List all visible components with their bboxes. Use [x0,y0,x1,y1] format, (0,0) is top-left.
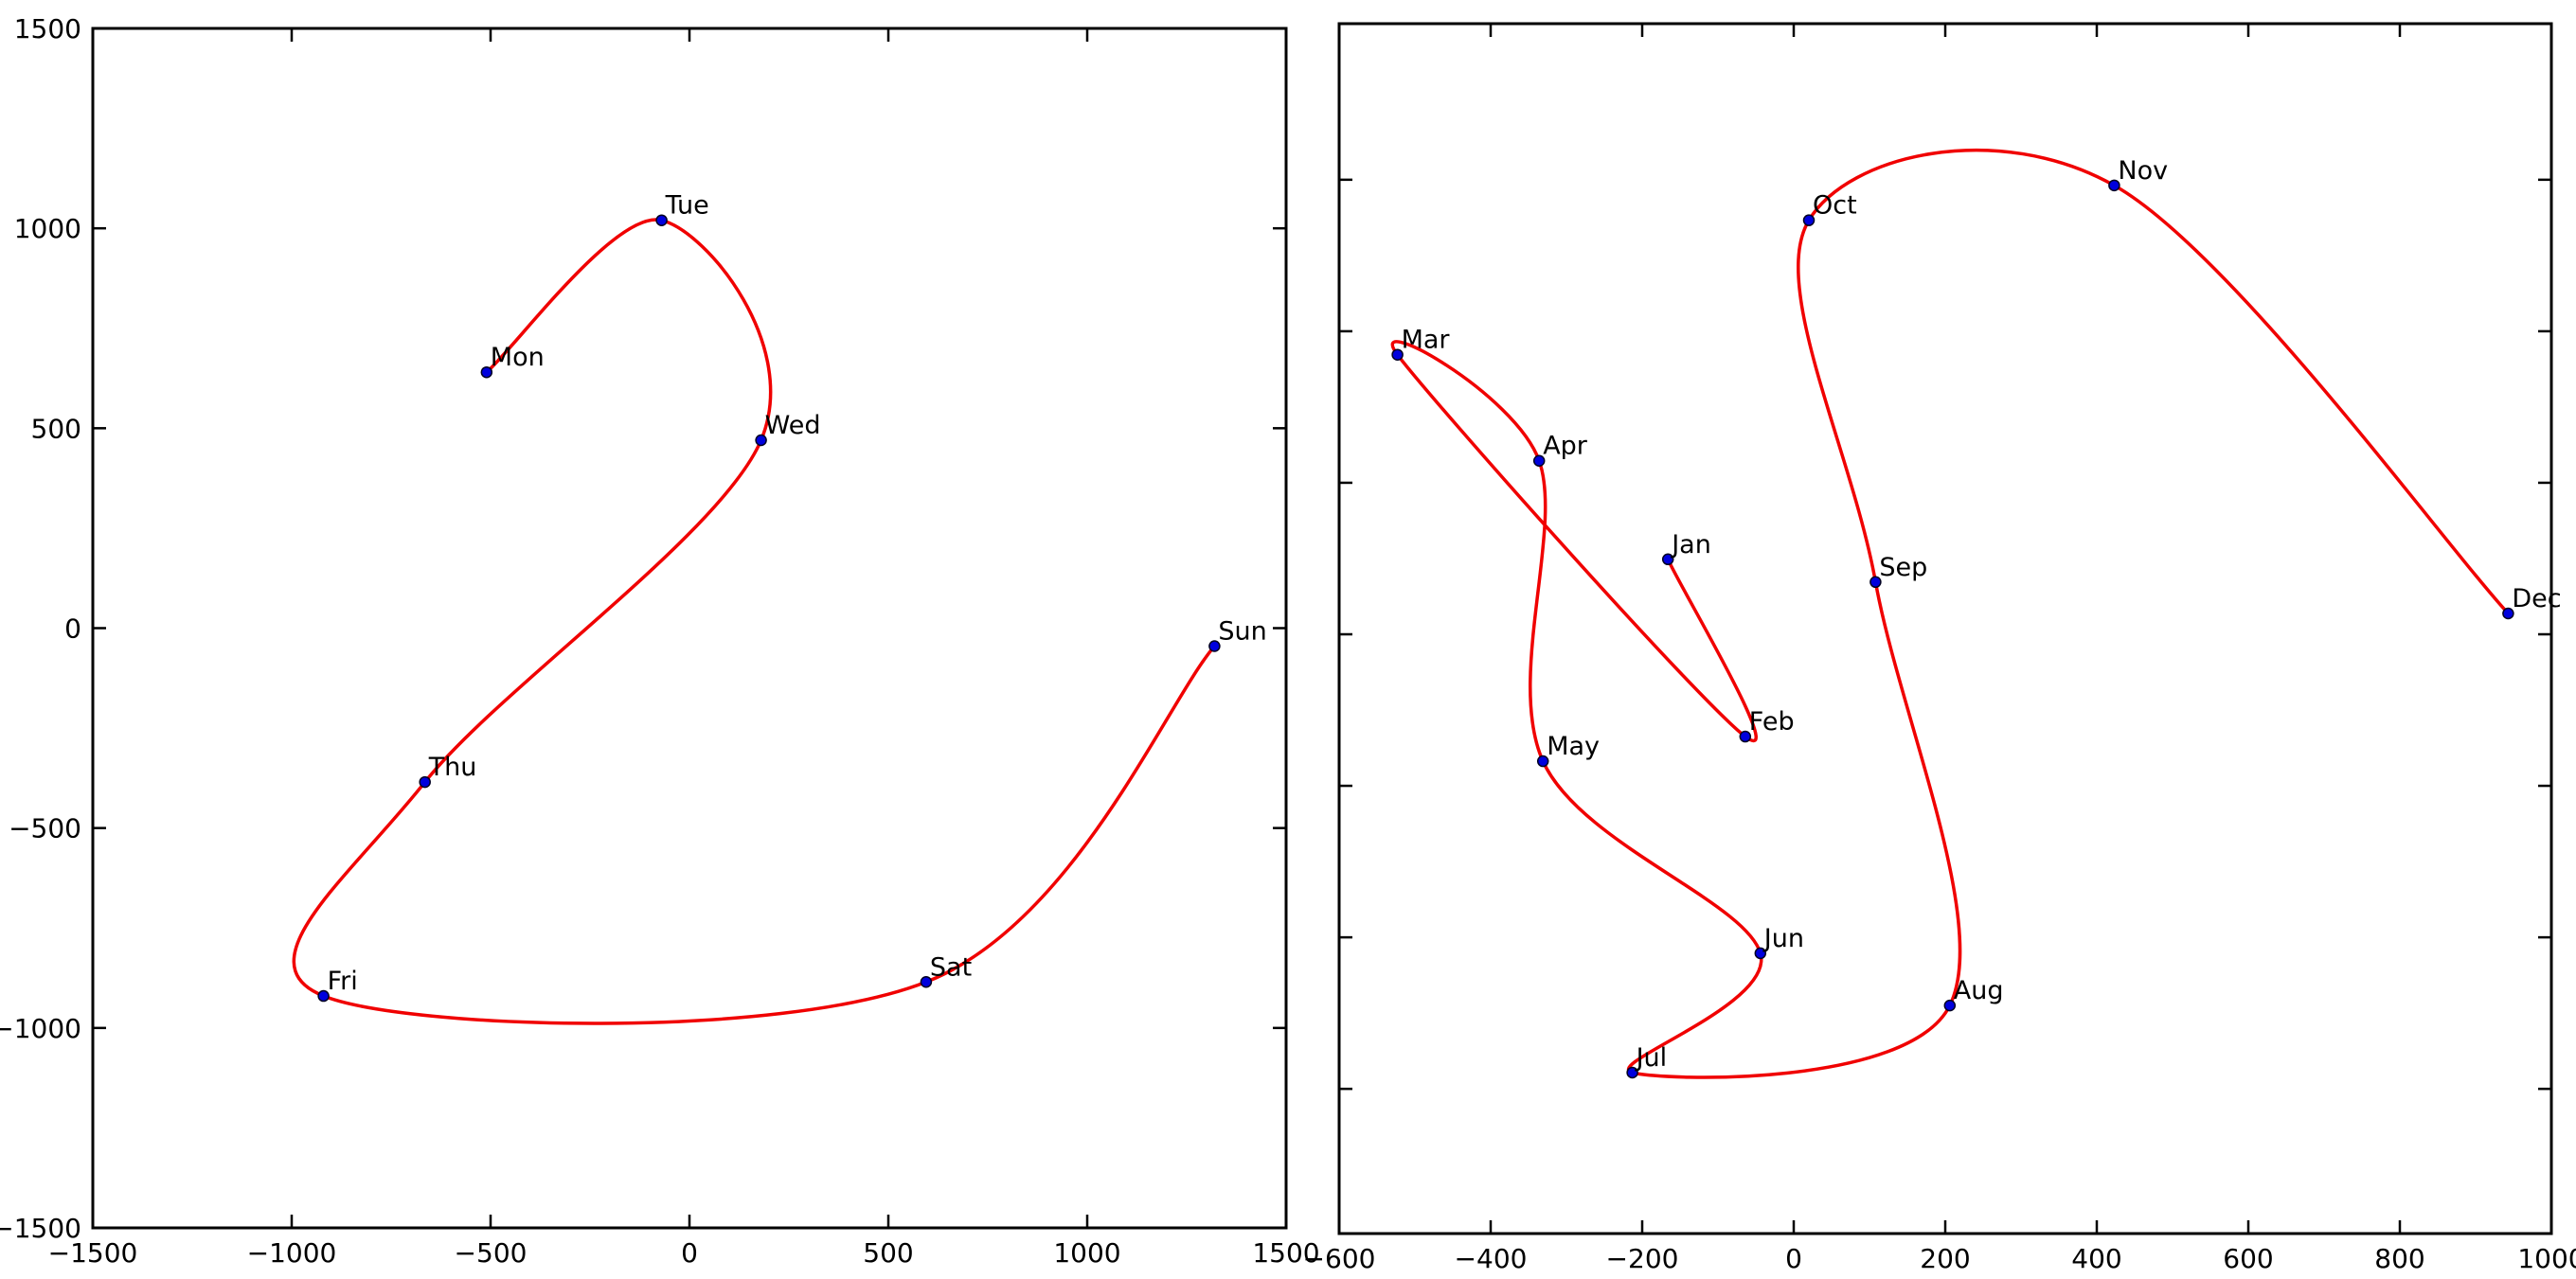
point-label-dec: Dec [2512,584,2561,613]
point-label-oct: Oct [1813,191,1857,221]
x-tick-label: 0 [1785,1243,1802,1274]
point-label-wed: Wed [765,411,821,440]
y-tick-label: 1500 [14,13,81,44]
point-label-apr: Apr [1543,432,1588,461]
data-point-sun [1208,640,1221,652]
data-point-dec [2502,607,2514,620]
weekdays-chart: −1500 −1000 −500 0 500 1000 1500 −1500 −1000 −500… [0,13,1320,1269]
point-label-jul: Jul [1635,1043,1668,1073]
data-point-apr [1532,454,1546,467]
point-label-nov: Nov [2118,156,2168,186]
data-point-sat [920,976,933,988]
data-point-feb [1739,730,1752,743]
x-tick-label: 1000 [1053,1237,1120,1269]
point-label-fri: Fri [328,967,358,996]
x-tick-label: −400 [1455,1243,1528,1274]
x-tick-label: 1500 [1252,1237,1319,1269]
x-tick-label: −200 [1606,1243,1679,1274]
data-point-sep [1869,576,1882,589]
point-label-aug: Aug [1954,976,2004,1005]
x-tick-label: 600 [2223,1243,2273,1274]
y-tick-label: 1000 [14,213,81,244]
x-tick-label: 500 [863,1237,913,1269]
x-tick-label: −1000 [247,1237,337,1269]
x-tick-label: 800 [2374,1243,2424,1274]
data-point-aug [1943,999,1957,1012]
point-label-thu: Thu [428,753,477,782]
data-point-fri [317,989,330,1003]
x-tick-label: 200 [1920,1243,1970,1274]
months-chart: −600 −400 −200 0 200 400 600 800 1000 Jan Feb Mar Ap… [1303,22,2576,1274]
data-point-mar [1391,348,1404,361]
data-point-tue [655,214,668,226]
point-label-sep: Sep [1879,553,1927,582]
point-label-sat: Sat [930,952,972,982]
spline-curve [1390,149,2511,1079]
data-point-may [1536,755,1549,768]
y-tick-label: 0 [64,613,81,645]
data-point-wed [755,434,767,447]
x-tick-label: −600 [1303,1243,1376,1274]
point-label-jun: Jun [1762,924,1804,953]
data-point-nov [2108,179,2120,192]
data-point-mon [480,365,493,379]
x-tick-label: −1500 [48,1237,138,1269]
point-label-jan: Jan [1670,530,1711,560]
data-point-jan [1661,553,1674,566]
point-label-tue: Tue [665,191,709,221]
point-label-may: May [1547,732,1600,761]
axes-box [1337,22,2553,1235]
x-tick-label: 400 [2071,1243,2121,1274]
point-label-sun: Sun [1218,617,1266,647]
y-tick-label: −1500 [0,1213,81,1244]
x-tick-label: 1000 [2517,1243,2576,1274]
y-tick-label: 500 [31,413,81,444]
y-tick-label: −1000 [0,1013,81,1044]
data-point-jun [1754,947,1767,960]
data-point-oct [1802,214,1816,226]
y-tick-label: −500 [9,813,81,844]
spline-curve [292,218,1217,1025]
x-tick-label: 0 [681,1237,698,1269]
data-point-jul [1626,1066,1638,1079]
data-point-thu [419,775,431,789]
point-label-feb: Feb [1749,707,1795,737]
x-tick-label: −500 [455,1237,528,1269]
point-label-mar: Mar [1402,326,1451,355]
point-label-mon: Mon [491,343,545,372]
